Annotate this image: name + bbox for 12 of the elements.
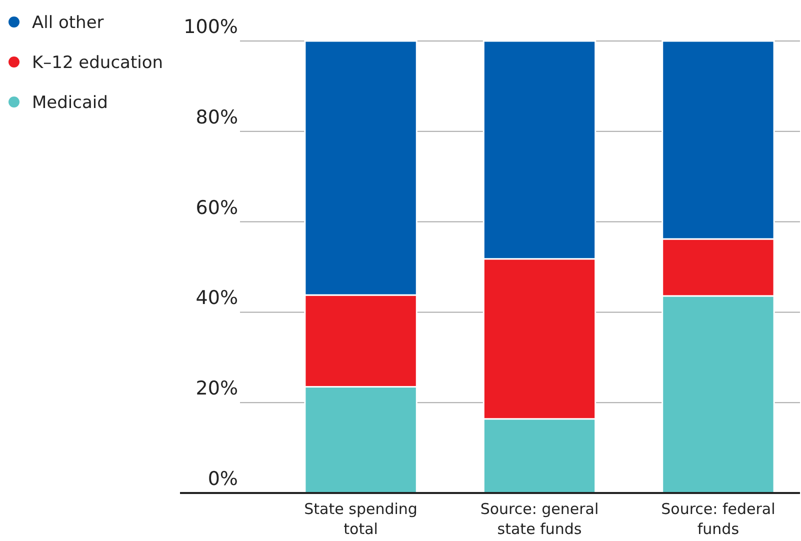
y-tick-label: 100%	[184, 16, 238, 38]
y-tick-label: 0%	[208, 468, 238, 490]
y-tick-label: 20%	[196, 378, 238, 400]
y-tick-label: 60%	[196, 196, 238, 219]
x-tick-label: Source: general state funds	[480, 500, 599, 538]
legend-label: K–12 education	[32, 53, 164, 73]
x-tick-label: Source: federal funds	[661, 500, 776, 538]
legend-label: Medicaid	[32, 93, 108, 113]
x-tick-label: State spending total	[304, 500, 418, 538]
y-tick-label: 80%	[196, 106, 238, 128]
legend-label: All other	[32, 13, 104, 33]
y-tick-label: 40%	[196, 287, 238, 310]
